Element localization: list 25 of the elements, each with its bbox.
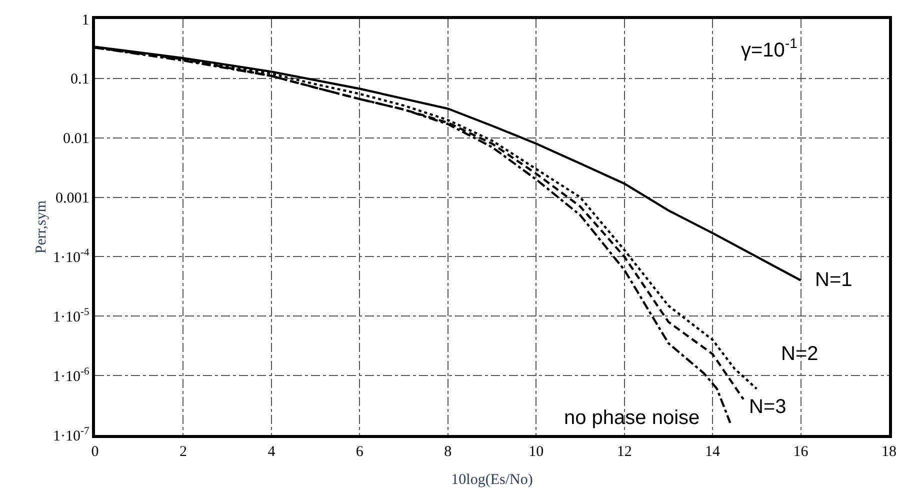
series-label: N=2	[781, 343, 818, 365]
y-tick-label: 0.001	[56, 190, 90, 207]
y-tick-label: 1·10$^{-4}$	[53, 248, 90, 266]
x-tick-label: 14	[705, 444, 721, 460]
y-tick-label: 0.1	[70, 72, 90, 88]
y-tick-label: 1·10$^{-6}$	[53, 366, 90, 385]
x-axis-title: 10log(Es/No)	[451, 472, 533, 488]
x-tick-label: 0	[91, 444, 99, 460]
series-label: N=3	[749, 396, 786, 418]
x-tick-label: 4	[268, 444, 276, 460]
x-tick-label: 10	[528, 444, 544, 460]
x-tick-label: 6	[356, 444, 364, 460]
x-tick-label: 18	[882, 444, 896, 460]
y-tick-label: 1·10$^{-7}$	[53, 426, 90, 444]
x-tick-label: 2	[179, 444, 187, 460]
y-tick-label: 1	[82, 12, 90, 28]
annotation: γ=10$^{-1}$	[741, 35, 798, 62]
y-tick-label: 1·10$^{-5}$	[53, 307, 90, 326]
x-tick-label: 12	[616, 444, 632, 460]
y-axis-title: Perr,sym	[33, 200, 50, 254]
series-label: no phase noise	[564, 407, 700, 429]
y-tick-label: 0.01	[63, 131, 90, 148]
series-label: N=1	[815, 269, 852, 291]
x-tick-label: 8	[444, 444, 452, 460]
x-tick-label: 16	[793, 444, 809, 460]
